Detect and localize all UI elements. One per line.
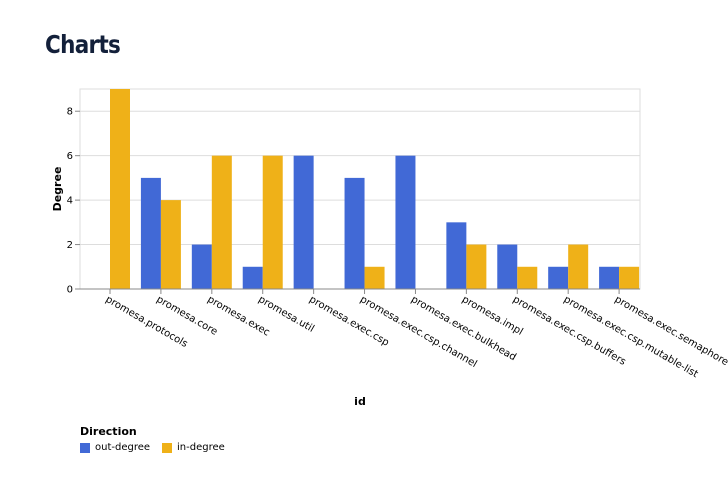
legend-items: out-degree in-degree [80, 442, 237, 453]
bar-in-degree-promesa.exec.csp.mutable-list[interactable] [568, 244, 589, 289]
legend-title: Direction [80, 425, 137, 438]
bar-in-degree-promesa.exec[interactable] [211, 155, 232, 289]
bar-out-degree-promesa.exec.csp[interactable] [293, 155, 314, 289]
bar-in-degree-promesa.util[interactable] [262, 155, 283, 289]
page-title: Charts [45, 30, 121, 59]
legend-label-out-degree: out-degree [95, 442, 151, 453]
y-tick-label-0: 0 [67, 285, 73, 296]
chart-bars [110, 89, 640, 289]
x-tick-label-promesa.protocols: promesa.protocols [104, 294, 190, 350]
bar-out-degree-promesa.core[interactable] [140, 177, 161, 289]
bar-in-degree-promesa.impl[interactable] [466, 244, 487, 289]
x-axis-title: id [354, 395, 366, 408]
legend-item-in-degree[interactable]: in-degree [162, 442, 225, 453]
y-tick-label-4: 4 [67, 196, 73, 207]
y-tick-label-6: 6 [67, 151, 73, 162]
bar-out-degree-promesa.exec.semaphore[interactable] [599, 266, 620, 289]
y-tick-labels: 0 2 4 6 8 [67, 107, 80, 296]
legend-swatch-out-degree [80, 442, 90, 453]
bar-in-degree-promesa.exec.semaphore[interactable] [619, 266, 640, 289]
bar-out-degree-promesa.util[interactable] [242, 266, 263, 289]
x-tick-labels: promesa.protocolspromesa.corepromesa.exe… [104, 289, 728, 380]
legend-swatch-in-degree [162, 442, 173, 453]
bar-out-degree-promesa.exec.bulkhead[interactable] [395, 155, 416, 289]
y-axis-title: Degree [51, 167, 64, 212]
bar-out-degree-promesa.exec.csp.channel[interactable] [344, 177, 365, 289]
bar-in-degree-promesa.exec.csp.channel[interactable] [364, 266, 385, 289]
bar-out-degree-promesa.impl[interactable] [446, 222, 467, 289]
chart-legend: Direction out-degree in-degree [80, 425, 237, 453]
bar-out-degree-promesa.exec[interactable] [191, 244, 212, 289]
bar-in-degree-promesa.protocols[interactable] [110, 89, 130, 289]
bar-chart: 0 2 4 6 8 promesa.protocolspromesa.coreprome… [51, 88, 728, 408]
bar-in-degree-promesa.core[interactable] [160, 200, 181, 289]
y-tick-label-2: 2 [67, 240, 73, 251]
legend-item-out-degree[interactable]: out-degree [80, 442, 150, 453]
legend-label-in-degree: in-degree [177, 442, 225, 453]
bar-out-degree-promesa.exec.csp.mutable-list[interactable] [548, 266, 569, 289]
bar-out-degree-promesa.exec.csp.buffers[interactable] [497, 244, 518, 289]
bar-in-degree-promesa.exec.csp.buffers[interactable] [517, 266, 538, 289]
y-tick-label-8: 8 [67, 107, 73, 118]
